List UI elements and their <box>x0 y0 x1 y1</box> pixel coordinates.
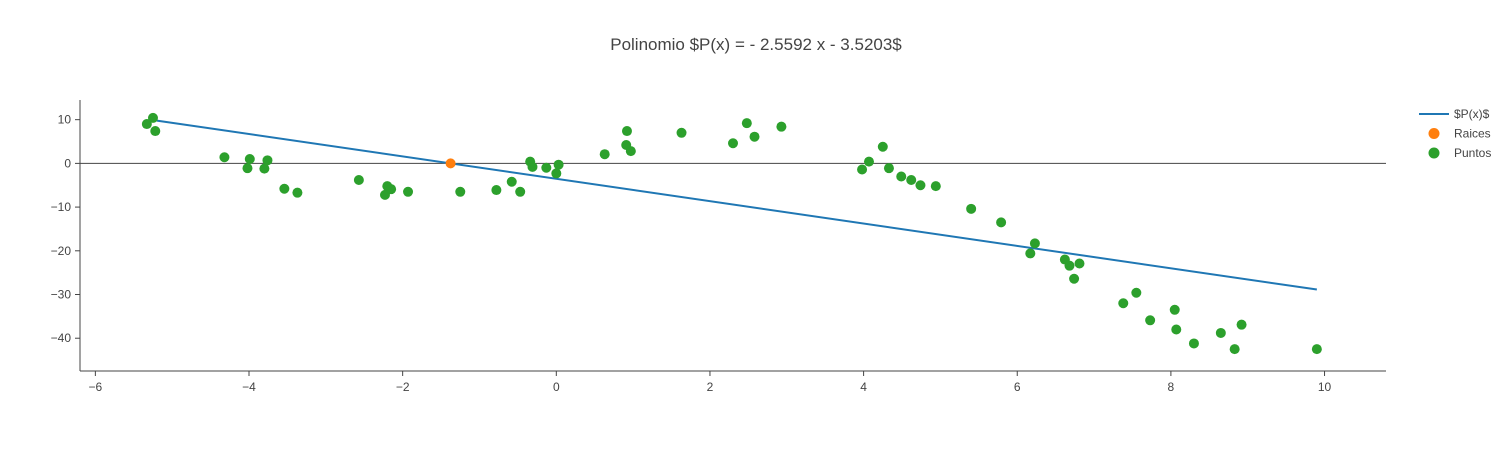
data-point-puntos[interactable] <box>1171 324 1182 335</box>
data-point-puntos[interactable] <box>403 186 414 197</box>
data-point-puntos[interactable] <box>996 217 1007 228</box>
data-point-puntos[interactable] <box>553 159 564 170</box>
data-point-puntos[interactable] <box>262 155 273 166</box>
data-point-puntos[interactable] <box>1074 258 1085 269</box>
data-point-puntos[interactable] <box>857 164 868 175</box>
data-point-puntos[interactable] <box>863 156 874 167</box>
data-point-puntos[interactable] <box>242 163 253 174</box>
x-tick-label: −4 <box>242 380 256 394</box>
data-point-puntos[interactable] <box>1029 238 1040 249</box>
x-tick-label: 10 <box>1318 380 1332 394</box>
legend-label: Puntos <box>1454 146 1491 160</box>
data-point-puntos[interactable] <box>1215 327 1226 338</box>
data-point-raices[interactable] <box>445 158 456 169</box>
data-point-puntos[interactable] <box>749 131 760 142</box>
data-point-puntos[interactable] <box>621 126 632 137</box>
data-point-puntos[interactable] <box>676 127 687 138</box>
data-point-puntos[interactable] <box>915 180 926 191</box>
legend-swatch-marker <box>1428 128 1440 139</box>
data-point-puntos[interactable] <box>527 161 538 172</box>
data-point-puntos[interactable] <box>1188 338 1199 349</box>
data-point-puntos[interactable] <box>353 174 364 185</box>
data-point-puntos[interactable] <box>1118 298 1129 309</box>
x-tick-label: 8 <box>1168 380 1175 394</box>
data-point-puntos[interactable] <box>141 119 152 130</box>
data-point-puntos[interactable] <box>386 184 397 195</box>
data-point-puntos[interactable] <box>906 174 917 185</box>
data-point-puntos[interactable] <box>515 186 526 197</box>
x-tick-label: −6 <box>89 380 103 394</box>
x-tick-label: 4 <box>860 380 867 394</box>
data-point-puntos[interactable] <box>883 163 894 174</box>
data-point-puntos[interactable] <box>741 118 752 129</box>
data-point-puntos[interactable] <box>776 121 787 132</box>
data-point-puntos[interactable] <box>1236 319 1247 330</box>
y-tick-label: −10 <box>51 200 72 214</box>
legend-item-p-x[interactable]: $P(x)$ <box>1419 107 1490 121</box>
data-point-puntos[interactable] <box>1069 273 1080 284</box>
y-tick-label: −20 <box>51 244 72 258</box>
data-point-puntos[interactable] <box>455 186 466 197</box>
data-point-puntos[interactable] <box>292 187 303 198</box>
plot-area <box>141 112 1322 355</box>
data-point-puntos[interactable] <box>491 185 502 196</box>
data-point-puntos[interactable] <box>147 112 158 123</box>
y-tick-label: −30 <box>51 288 72 302</box>
data-point-puntos[interactable] <box>244 154 255 165</box>
legend-label: Raices <box>1454 127 1491 141</box>
data-point-puntos[interactable] <box>625 146 636 157</box>
data-point-puntos[interactable] <box>1145 315 1156 326</box>
x-tick-label: −2 <box>396 380 410 394</box>
data-point-puntos[interactable] <box>1131 287 1142 298</box>
legend[interactable]: $P(x)$ Raices Puntos <box>1419 107 1491 160</box>
data-point-puntos[interactable] <box>219 152 230 163</box>
x-tick-label: 0 <box>553 380 560 394</box>
y-tick-label: 0 <box>64 156 71 170</box>
data-point-puntos[interactable] <box>966 203 977 214</box>
data-point-puntos[interactable] <box>1025 248 1036 259</box>
data-point-puntos[interactable] <box>1311 344 1322 355</box>
axes-layer <box>79 100 1386 372</box>
data-point-puntos[interactable] <box>877 141 888 152</box>
data-point-puntos[interactable] <box>259 163 270 174</box>
data-point-puntos[interactable] <box>551 168 562 179</box>
data-point-puntos[interactable] <box>541 162 552 173</box>
data-point-puntos[interactable] <box>150 126 161 137</box>
data-point-puntos[interactable] <box>1229 344 1240 355</box>
y-tick-label: −40 <box>51 331 72 345</box>
data-point-puntos[interactable] <box>506 176 517 187</box>
legend-item-raices[interactable]: Raices <box>1428 127 1491 141</box>
legend-swatch-marker <box>1428 147 1440 159</box>
x-axis-ticks: −6 −4 −2 0 2 4 6 8 10 <box>89 371 1332 394</box>
data-point-puntos[interactable] <box>1169 304 1180 315</box>
data-point-puntos[interactable] <box>896 171 907 182</box>
series-line-polinomio <box>156 119 1318 291</box>
chart-title: Polinomio $P(x) = - 2.5592 x - 3.5203$ <box>610 35 902 54</box>
data-point-puntos[interactable] <box>1064 260 1075 271</box>
legend-item-puntos[interactable]: Puntos <box>1428 146 1492 160</box>
data-point-puntos[interactable] <box>599 149 610 160</box>
x-tick-label: 6 <box>1014 380 1021 394</box>
y-axis-ticks: 10 0 −10 −20 −30 −40 <box>51 113 80 345</box>
legend-label: $P(x)$ <box>1454 107 1490 121</box>
data-point-puntos[interactable] <box>728 138 738 149</box>
data-point-puntos[interactable] <box>930 181 941 192</box>
y-tick-label: 10 <box>58 113 72 127</box>
data-point-puntos[interactable] <box>279 183 290 194</box>
x-tick-label: 2 <box>707 380 714 394</box>
